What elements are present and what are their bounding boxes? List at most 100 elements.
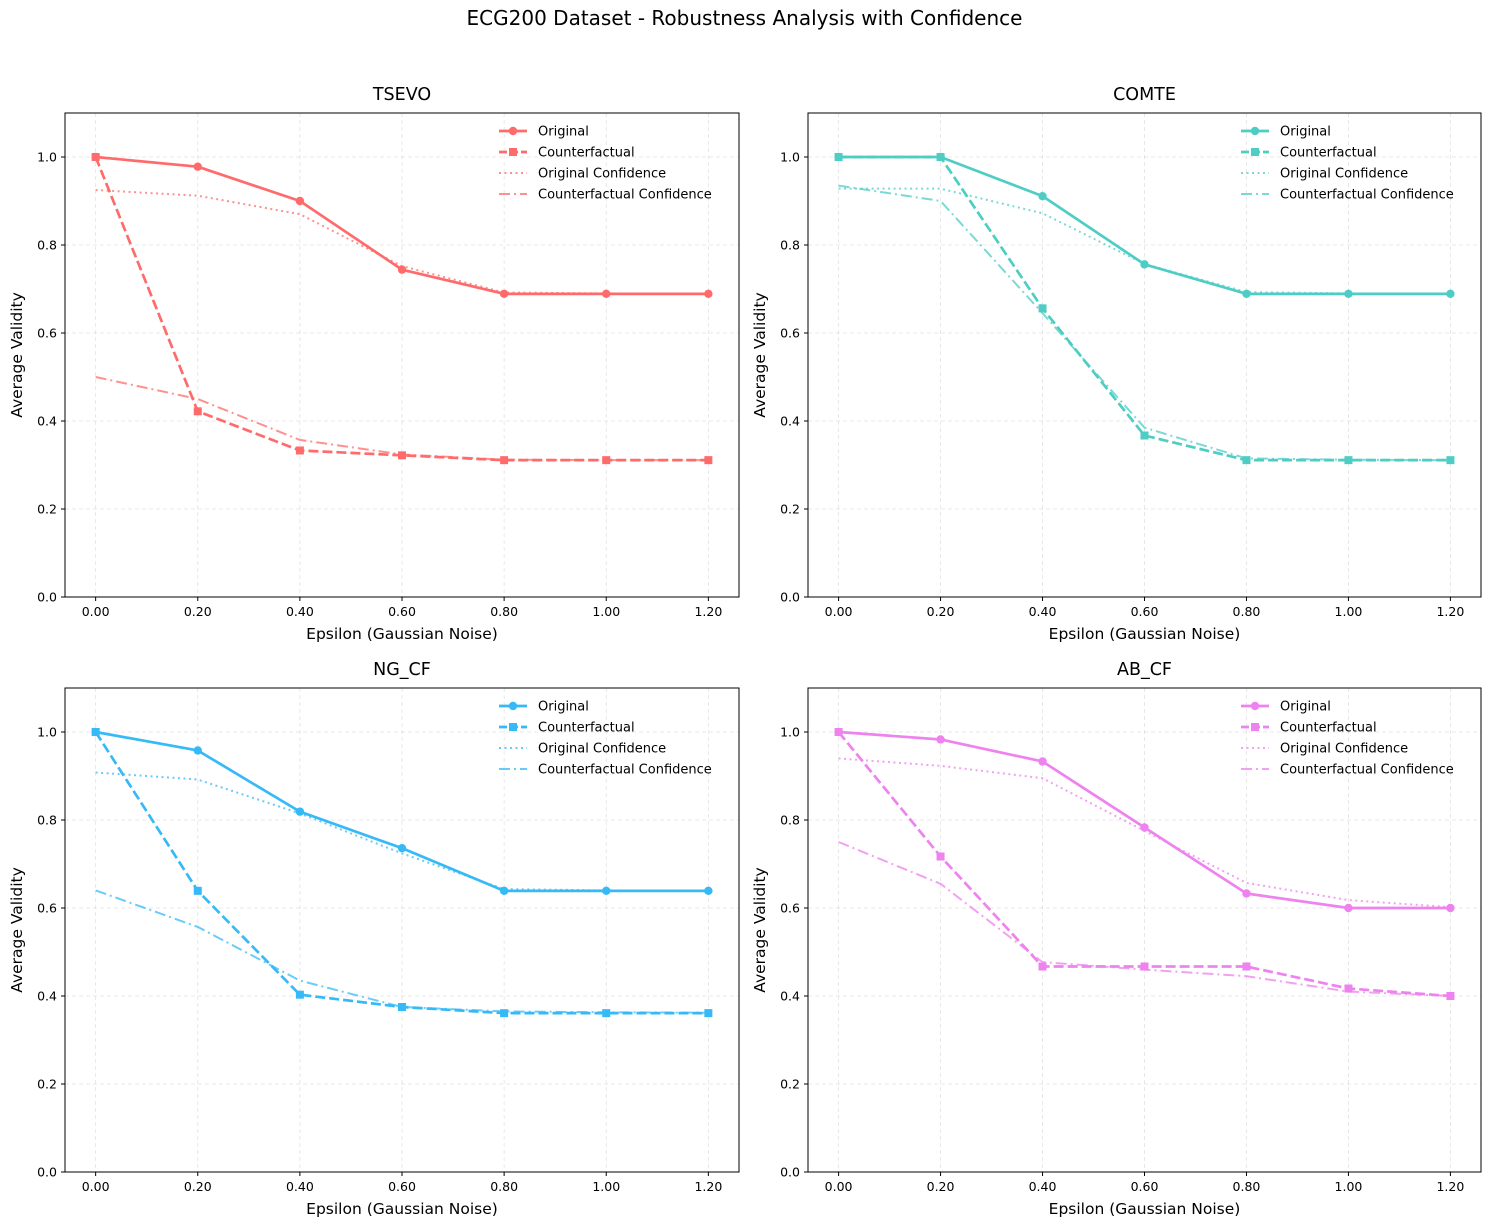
legend-label: Original — [1280, 700, 1331, 715]
series-line-original-confidence — [95, 771, 709, 892]
legend-marker — [1250, 701, 1260, 711]
x-tick-label: 0.80 — [1233, 604, 1261, 619]
legend-label: Original Confidence — [1280, 167, 1408, 182]
series-line-counterfactual-confidence — [838, 841, 1451, 997]
x-tick-label: 0.60 — [1131, 604, 1159, 619]
legend: Original Counterfactual Original Confidenc… — [499, 125, 712, 203]
y-tick-label: 0.4 — [37, 414, 57, 429]
series-line-original-confidence — [838, 757, 1451, 909]
x-tick-label: 0.40 — [1029, 1179, 1057, 1194]
data-point-original — [397, 843, 407, 853]
data-point-counterfactual — [91, 153, 100, 161]
legend-marker — [1251, 723, 1259, 731]
data-point-counterfactual — [834, 728, 843, 736]
data-point-counterfactual — [193, 886, 202, 895]
x-tick-label: 0.00 — [825, 604, 853, 619]
x-tick-label: 1.00 — [1335, 1179, 1363, 1194]
x-tick-label: 0.20 — [927, 604, 955, 619]
data-point-counterfactual — [1140, 962, 1149, 971]
y-tick-label: 1.0 — [780, 150, 800, 165]
data-point-original — [704, 886, 713, 896]
y-tick-label: 0.0 — [780, 1165, 800, 1180]
data-point-original — [704, 289, 713, 299]
series-line-counterfactual-confidence — [838, 184, 1451, 462]
data-point-counterfactual — [398, 1003, 406, 1011]
data-point-counterfactual — [1242, 456, 1251, 465]
panel-title: AB_CF — [1117, 660, 1172, 680]
legend-label: Counterfactual — [1280, 721, 1377, 736]
y-tick-label: 0.8 — [780, 813, 800, 828]
x-tick-label: 1.00 — [592, 1179, 620, 1194]
data-point-original — [1344, 903, 1353, 913]
x-tick-label: 1.20 — [694, 604, 722, 619]
data-point-original — [1446, 903, 1455, 913]
x-tick-label: 0.40 — [286, 604, 314, 619]
x-tick-label: 0.40 — [1029, 604, 1057, 619]
legend-label: Counterfactual — [1280, 146, 1377, 161]
data-point-counterfactual — [936, 153, 945, 161]
data-point-original — [1242, 289, 1251, 299]
legend-label: Original — [538, 700, 589, 715]
data-point-counterfactual — [834, 153, 843, 161]
legend-label: Counterfactual Confidence — [538, 188, 712, 203]
data-point-original — [1038, 757, 1047, 766]
panel-title: NG_CF — [373, 660, 431, 680]
legend-label: Original Confidence — [1280, 742, 1408, 757]
legend-marker — [1250, 126, 1260, 136]
data-point-original — [1140, 823, 1149, 832]
y-tick-label: 1.0 — [37, 725, 57, 740]
legend-label: Counterfactual Confidence — [1280, 763, 1454, 778]
x-tick-label: 1.00 — [592, 604, 620, 619]
x-tick-label: 1.20 — [1436, 604, 1464, 619]
y-tick-label: 0.6 — [780, 901, 800, 916]
legend-label: Counterfactual Confidence — [538, 763, 712, 778]
y-tick-label: 0.2 — [780, 1077, 800, 1092]
data-point-counterfactual — [91, 728, 100, 736]
legend-marker — [509, 723, 517, 731]
x-axis-label: Epsilon (Gaussian Noise) — [1049, 625, 1241, 643]
legend-label: Original — [1280, 125, 1331, 140]
chart-panel-tsevo: 0.00 0.20 0.40 0.60 0.80 1.00 1.20 0.0 0.2 0.4 0.6… — [8, 85, 740, 643]
y-tick-label: 0.2 — [37, 1077, 57, 1092]
y-tick-label: 0.2 — [780, 502, 800, 517]
data-point-original — [193, 746, 202, 755]
data-point-counterfactual — [500, 456, 509, 465]
data-point-counterfactual — [1446, 992, 1455, 1000]
data-point-counterfactual — [1038, 962, 1047, 971]
x-tick-label: 1.20 — [1436, 1179, 1464, 1194]
legend-label: Counterfactual Confidence — [1280, 188, 1454, 203]
data-point-counterfactual — [295, 990, 304, 999]
chart-panel-ng-cf: 0.00 0.20 0.40 0.60 0.80 1.00 1.20 0.0 0.2 0.4 0.6… — [8, 660, 740, 1218]
data-point-original — [1446, 289, 1455, 299]
y-tick-label: 0.6 — [780, 326, 800, 341]
chart-panel-comte: 0.00 0.20 0.40 0.60 0.80 1.00 1.20 0.0 0.2 0.4 0.6… — [751, 85, 1482, 643]
x-tick-label: 0.80 — [490, 604, 518, 619]
y-axis-label: Average Validity — [8, 867, 26, 992]
y-tick-label: 1.0 — [780, 725, 800, 740]
legend: Original Counterfactual Original Confidenc… — [499, 700, 712, 778]
data-point-counterfactual — [1038, 304, 1047, 313]
y-tick-label: 0.4 — [780, 414, 800, 429]
data-point-counterfactual — [1344, 984, 1353, 993]
x-tick-label: 1.20 — [694, 1179, 722, 1194]
y-axis-label: Average Validity — [751, 867, 769, 992]
x-tick-label: 0.00 — [825, 1179, 853, 1194]
x-tick-label: 0.80 — [490, 1179, 518, 1194]
x-tick-label: 0.60 — [388, 604, 416, 619]
legend-marker — [509, 148, 517, 156]
legend-label: Original Confidence — [538, 167, 666, 182]
y-tick-label: 0.8 — [37, 813, 57, 828]
y-tick-label: 0.8 — [780, 238, 800, 253]
x-tick-label: 0.80 — [1233, 1179, 1261, 1194]
y-tick-label: 1.0 — [37, 150, 57, 165]
x-tick-label: 0.20 — [184, 604, 212, 619]
legend-label: Counterfactual — [538, 721, 635, 736]
x-tick-label: 0.60 — [1131, 1179, 1159, 1194]
data-point-original — [295, 807, 305, 816]
data-point-counterfactual — [936, 852, 945, 861]
legend-label: Original — [538, 125, 589, 140]
legend-marker — [508, 126, 518, 136]
legend: Original Counterfactual Original Confidenc… — [1241, 125, 1454, 203]
x-axis-label: Epsilon (Gaussian Noise) — [306, 625, 498, 643]
